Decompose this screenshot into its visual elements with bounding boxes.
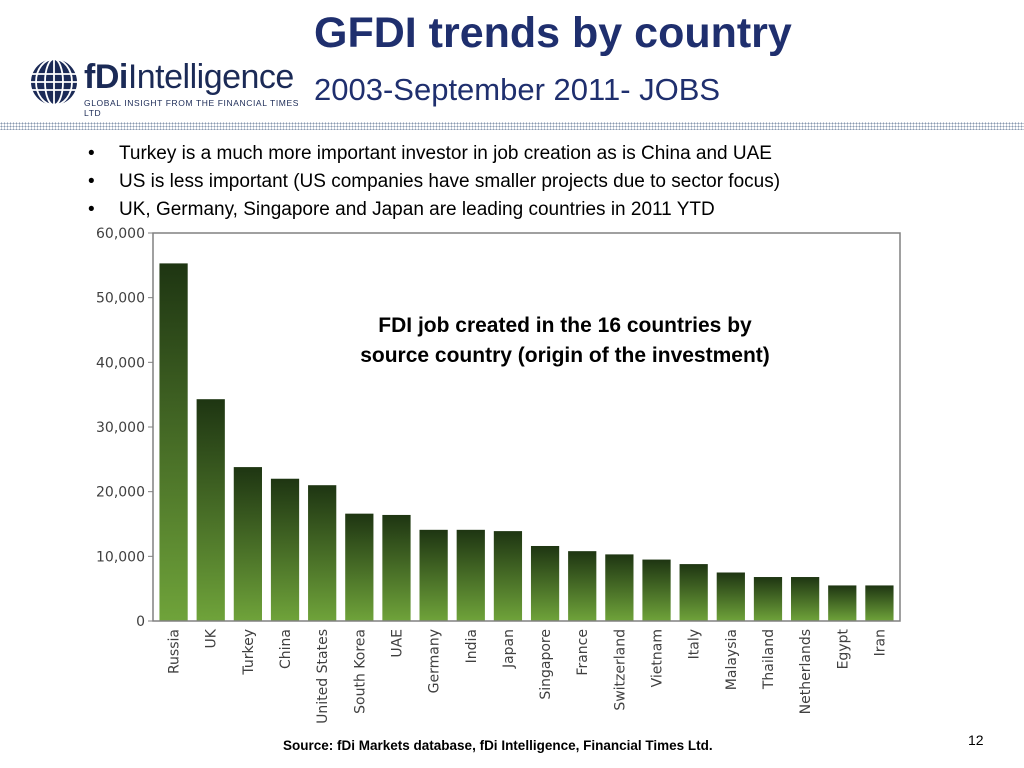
- y-tick-label: 50,000: [96, 291, 145, 307]
- x-tick-label: Singapore: [538, 629, 554, 700]
- y-tick-label: 10,000: [96, 549, 145, 565]
- slide-title: GFDI trends by country: [314, 9, 792, 57]
- y-tick-label: 40,000: [96, 355, 145, 371]
- bullet-text: UK, Germany, Singapore and Japan are lea…: [119, 199, 715, 220]
- bullet-list: • Turkey is a much more important investo…: [88, 140, 780, 224]
- bullet-icon: •: [88, 199, 95, 220]
- bar-malaysia: [716, 572, 745, 621]
- x-tick-label: United States: [315, 629, 331, 724]
- bar-uk: [196, 399, 225, 621]
- bar-uae: [382, 514, 411, 621]
- y-tick-label: 30,000: [96, 420, 145, 436]
- chart-title-line-2: source country (origin of the investment…: [360, 344, 770, 367]
- x-tick-label: UAE: [389, 629, 405, 658]
- x-tick-label: Turkey: [241, 629, 257, 676]
- x-axis-labels: Russia UK Turkey China United States South Ko…: [167, 628, 889, 724]
- bar-chart: 0 10,000 20,000 30,000 40,000 50,000 60,000 Ru…: [96, 226, 901, 724]
- x-tick-label: Japan: [501, 629, 517, 669]
- page-number: 12: [968, 732, 984, 748]
- x-tick-label: Switzerland: [612, 629, 628, 711]
- source-text: Source: fDi Markets database, fDi Intell…: [283, 738, 709, 753]
- x-tick-label: Germany: [427, 629, 443, 693]
- bar-vietnam: [642, 559, 671, 621]
- bar-russia: [159, 263, 188, 621]
- x-tick-label: Egypt: [835, 629, 851, 670]
- bullet-icon: •: [88, 171, 95, 192]
- x-tick-label: Malaysia: [724, 629, 740, 690]
- x-tick-label: Netherlands: [798, 629, 814, 714]
- bullet-item: • Turkey is a much more important investo…: [88, 140, 780, 168]
- globe-icon: [31, 58, 77, 106]
- bullet-item: • US is less important (US companies have…: [88, 168, 780, 196]
- x-tick-label: Italy: [687, 629, 703, 659]
- bar-italy: [679, 564, 708, 621]
- bar-thailand: [753, 577, 783, 621]
- bar-singapore: [530, 545, 560, 621]
- y-axis: 0 10,000 20,000 30,000 40,000 50,000 60,000: [96, 226, 153, 630]
- bullet-text: Turkey is a much more important investor…: [119, 143, 772, 164]
- x-tick-label: Iran: [872, 629, 888, 656]
- bar-egypt: [828, 585, 857, 621]
- bar-series: [159, 263, 894, 621]
- plot-frame: [152, 232, 901, 622]
- x-tick-label: UK: [204, 628, 220, 648]
- bar-switzerland: [605, 554, 634, 621]
- y-tick-label: 60,000: [96, 226, 145, 242]
- bullet-icon: •: [88, 143, 95, 164]
- bar-netherlands: [791, 577, 820, 621]
- x-tick-label: India: [464, 629, 480, 663]
- bar-south-korea: [345, 513, 374, 621]
- bullet-item: • UK, Germany, Singapore and Japan are le…: [88, 196, 780, 224]
- x-tick-label: Russia: [167, 629, 183, 674]
- chart-title-line-1: FDI job created in the 16 countries by: [378, 314, 752, 337]
- bullet-text: US is less important (US companies have …: [119, 171, 781, 192]
- bar-france: [568, 551, 597, 621]
- x-tick-label: Thailand: [761, 629, 777, 690]
- bar-turkey: [233, 467, 262, 621]
- x-tick-label: China: [278, 629, 294, 669]
- dotted-divider: [0, 122, 1024, 130]
- bar-iran: [865, 585, 894, 621]
- bar-japan: [493, 531, 523, 621]
- x-tick-label: South Korea: [352, 629, 368, 714]
- x-tick-label: France: [575, 629, 591, 676]
- slide-subtitle: 2003-September 2011- JOBS: [314, 72, 721, 107]
- y-tick-label: 0: [136, 614, 145, 630]
- x-tick-label: Vietnam: [650, 629, 666, 687]
- slide-header: fDiIntelligence GLOBAL INSIGHT FROM THE …: [0, 0, 1024, 122]
- logo-wordmark: fDiIntelligence: [84, 58, 294, 96]
- bar-united-states: [308, 485, 337, 621]
- bar-india: [456, 529, 485, 621]
- logo-tagline: GLOBAL INSIGHT FROM THE FINANCIAL TIMES …: [84, 98, 299, 118]
- bar-china: [270, 478, 300, 621]
- fdi-intelligence-logo: fDiIntelligence GLOBAL INSIGHT FROM THE …: [28, 56, 308, 118]
- y-tick-label: 20,000: [96, 485, 145, 501]
- bar-germany: [419, 529, 448, 621]
- source-footnote: Source: fDi Markets database, fDi Intell…: [283, 738, 713, 753]
